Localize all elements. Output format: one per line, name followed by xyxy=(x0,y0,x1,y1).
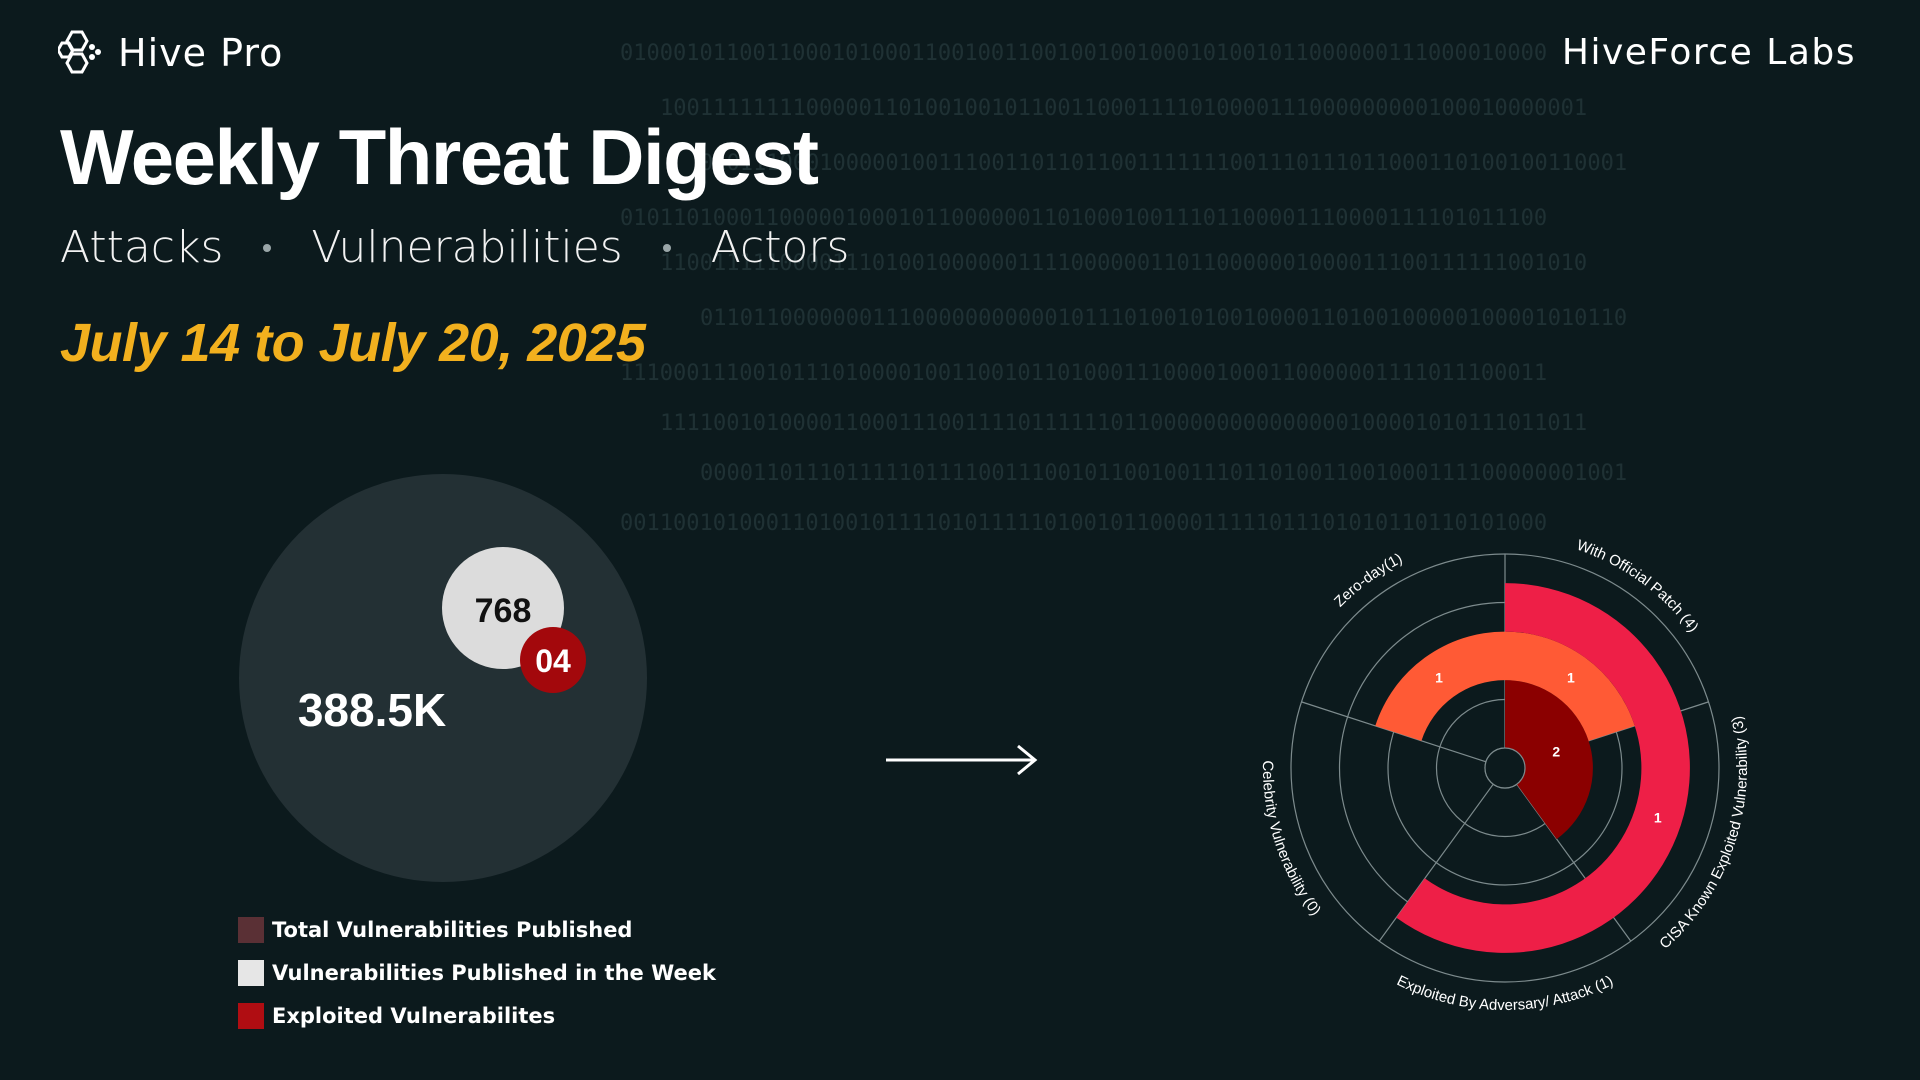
binary-row: 0110110000000111000000000001011101001010… xyxy=(700,306,1627,331)
category-label: Zero-day(1) xyxy=(1331,550,1405,610)
date-range: July 14 to July 20, 2025 xyxy=(60,313,646,373)
binary-row: 0100010110011000101000110010011001001001… xyxy=(620,41,1547,66)
hiveforce-labs-logo: HiveForce Labs xyxy=(1561,32,1856,73)
legend-swatch xyxy=(238,1003,264,1029)
separator-dot xyxy=(662,243,671,252)
bar-value-label: 1 xyxy=(1435,669,1443,685)
legend-swatch xyxy=(238,960,264,986)
subtitle-vulnerabilities: Vulnerabilities xyxy=(311,222,623,273)
bar-value-label: 1 xyxy=(1567,669,1575,685)
legend-swatch xyxy=(238,917,264,943)
binary-row: 0011001010001101001011110101111101001011… xyxy=(620,511,1547,536)
legend: Total Vulnerabilities Published Vulnerab… xyxy=(238,916,716,1045)
polar-bar xyxy=(1396,583,1690,953)
legend-item-week: Vulnerabilities Published in the Week xyxy=(238,959,716,987)
legend-item-total: Total Vulnerabilities Published xyxy=(238,916,716,944)
brand-left-name: Hive Pro xyxy=(118,31,284,75)
polar-bar xyxy=(1505,631,1635,741)
hive-pro-logo: Hive Pro xyxy=(58,28,283,78)
category-label: Exploited By Adversary/ Attack (1) xyxy=(1394,972,1616,1014)
subtitle: Attacks Vulnerabilities Actors xyxy=(60,222,849,273)
binary-row: 1001111111100000110100100101100110001111… xyxy=(660,96,1587,121)
legend-label: Exploited Vulnerabilites xyxy=(272,1004,556,1028)
polar-bar xyxy=(1505,680,1593,840)
binary-row: 0101101000110000010001011000000110100010… xyxy=(620,206,1547,231)
legend-label: Total Vulnerabilities Published xyxy=(272,918,633,942)
polar-bar xyxy=(1375,631,1505,741)
bar-value-label: 1 xyxy=(1654,810,1662,826)
subtitle-actors: Actors xyxy=(710,222,850,273)
binary-row: 0000110111011111011110011100101100100111… xyxy=(700,461,1627,486)
separator-dot xyxy=(263,243,272,252)
arrow-right-icon xyxy=(886,744,1038,776)
grid-spoke xyxy=(1301,701,1487,763)
grid-spoke xyxy=(1378,783,1494,942)
binary-row: 1110001110010111010000100110010110100011… xyxy=(620,361,1547,386)
binary-row: 1111001010000110001110011110111111011000… xyxy=(660,411,1587,436)
legend-item-exploited: Exploited Vulnerabilites xyxy=(238,1002,716,1030)
bar-value-label: 2 xyxy=(1552,743,1560,759)
center-hole xyxy=(1484,747,1526,789)
legend-label: Vulnerabilities Published in the Week xyxy=(272,961,716,985)
binary-row: 1100111110000111010010000001111000000110… xyxy=(660,251,1587,276)
hexagon-cluster-icon xyxy=(58,30,101,74)
binary-row: 0101110001000001001110011011011001111111… xyxy=(700,151,1627,176)
page-title: Weekly Threat Digest xyxy=(60,113,819,201)
subtitle-attacks: Attacks xyxy=(60,222,224,273)
